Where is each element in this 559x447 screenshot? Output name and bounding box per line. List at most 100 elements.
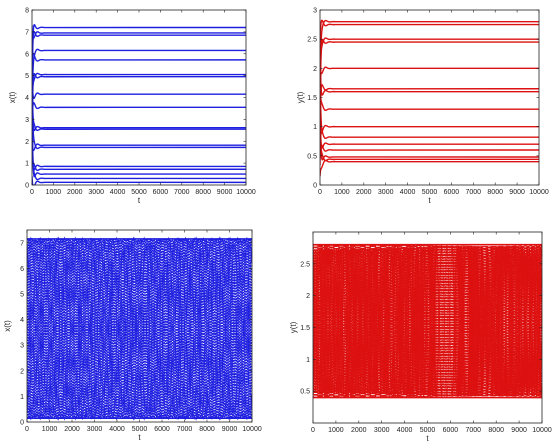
x-tick-label: 2000 bbox=[356, 189, 372, 196]
x-tick-label: 2000 bbox=[351, 427, 367, 434]
x-tick-label: 6000 bbox=[443, 427, 459, 434]
series-line bbox=[320, 59, 539, 161]
series-line bbox=[32, 59, 246, 178]
y-tick-label: 7 bbox=[25, 29, 29, 36]
y-tick-label: 2 bbox=[313, 66, 317, 73]
series-dots bbox=[27, 236, 252, 421]
y-tick-label: 0 bbox=[25, 183, 29, 190]
x-tick-label: 3000 bbox=[374, 427, 390, 434]
y-tick-label: 3 bbox=[20, 343, 24, 350]
x-tick-label: 0 bbox=[318, 189, 322, 196]
series-line bbox=[320, 38, 539, 166]
chart-panel-bottom-left: 0 1000 2000 3000 4000 5000 6000 7000 8000 9000 100… bbox=[3, 229, 262, 442]
y-tick-label: 4 bbox=[20, 317, 24, 324]
series-line bbox=[32, 100, 246, 171]
y-tick-label: 0 bbox=[313, 183, 317, 190]
x-tick-label: 4000 bbox=[110, 189, 126, 196]
series-line bbox=[32, 23, 246, 131]
x-tick-label: 0 bbox=[25, 426, 29, 433]
series-dots bbox=[313, 245, 542, 397]
x-axis-label: t bbox=[426, 434, 429, 443]
series-dots bbox=[27, 236, 252, 421]
x-tick-label: 6000 bbox=[444, 189, 460, 196]
series-line bbox=[320, 100, 539, 149]
series-line bbox=[32, 25, 246, 132]
x-tick-label: 3000 bbox=[87, 426, 103, 433]
y-tick-label: 2.5 bbox=[307, 37, 317, 44]
x-tick-label: 2000 bbox=[64, 426, 80, 433]
y-tick-label: 8 bbox=[25, 8, 29, 15]
series-group bbox=[320, 19, 539, 177]
x-tick-label: 9000 bbox=[509, 189, 525, 196]
series-line bbox=[32, 101, 246, 125]
y-tick-label: 1.5 bbox=[300, 325, 310, 332]
x-tick-label: 3000 bbox=[88, 189, 104, 196]
y-tick-label: 2 bbox=[20, 368, 24, 375]
x-tick-label: 6000 bbox=[154, 426, 170, 433]
x-tick-label: 8000 bbox=[487, 189, 503, 196]
x-tick-label: 10000 bbox=[236, 189, 256, 196]
y-tick-label: 1.5 bbox=[307, 95, 317, 102]
x-axis-label: t bbox=[138, 196, 141, 205]
series-line bbox=[32, 176, 246, 185]
x-tick-label: 2000 bbox=[67, 189, 83, 196]
series-dots bbox=[27, 236, 252, 421]
x-tick-label: 7000 bbox=[466, 189, 482, 196]
x-tick-label: 10000 bbox=[532, 427, 552, 434]
x-tick-label: 5000 bbox=[132, 426, 148, 433]
y-tick-label: 6 bbox=[20, 266, 24, 273]
x-tick-label: 5000 bbox=[131, 189, 147, 196]
series-line bbox=[32, 158, 246, 172]
series-line bbox=[320, 19, 539, 49]
series-dots bbox=[27, 236, 252, 421]
x-tick-label: 3000 bbox=[378, 189, 394, 196]
series-group bbox=[27, 236, 252, 421]
y-tick-label: 1 bbox=[313, 124, 317, 131]
y-tick-label: 3 bbox=[25, 117, 29, 124]
series-group bbox=[313, 243, 542, 399]
series-line bbox=[320, 42, 539, 139]
x-tick-label: 4000 bbox=[400, 189, 416, 196]
x-tick-label: 0 bbox=[30, 189, 34, 196]
y-axis-label: y(t) bbox=[296, 91, 305, 103]
series-line bbox=[32, 117, 246, 181]
series-line bbox=[320, 83, 539, 111]
x-tick-label: 6000 bbox=[153, 189, 169, 196]
x-tick-label: 4000 bbox=[109, 426, 125, 433]
y-tick-label: 2 bbox=[306, 293, 310, 300]
series-line bbox=[320, 65, 539, 75]
series-line bbox=[320, 25, 539, 96]
x-tick-label: 5000 bbox=[420, 427, 436, 434]
x-tick-label: 9000 bbox=[511, 427, 527, 434]
y-tick-label: 5 bbox=[25, 73, 29, 80]
series-line bbox=[320, 124, 539, 142]
x-tick-label: 7000 bbox=[466, 427, 482, 434]
y-tick-label: 2 bbox=[25, 139, 29, 146]
y-tick-label: 0.5 bbox=[307, 153, 317, 160]
y-tick-label: 6 bbox=[25, 51, 29, 58]
x-tick-label: 9000 bbox=[217, 189, 233, 196]
x-tick-label: 0 bbox=[311, 427, 315, 434]
series-line bbox=[32, 65, 246, 100]
chart-panel-top-left: 0 1000 2000 3000 4000 5000 6000 7000 8000 9000 100… bbox=[8, 8, 256, 206]
series-line bbox=[320, 19, 539, 148]
x-tick-label: 1000 bbox=[334, 189, 350, 196]
x-axis-label: t bbox=[428, 196, 431, 205]
x-tick-label: 10000 bbox=[242, 426, 262, 433]
x-tick-label: 7000 bbox=[177, 426, 193, 433]
series-line bbox=[32, 72, 246, 166]
y-axis-label: y(t) bbox=[289, 321, 298, 333]
series-line bbox=[32, 42, 246, 150]
y-axis-label: x(t) bbox=[3, 320, 12, 332]
x-tick-label: 4000 bbox=[397, 427, 413, 434]
x-tick-label: 7000 bbox=[174, 189, 190, 196]
y-axis-label: x(t) bbox=[8, 91, 17, 103]
series-dots bbox=[27, 236, 252, 421]
x-tick-label: 5000 bbox=[422, 189, 438, 196]
y-tick-label: 0.5 bbox=[300, 389, 310, 396]
axes-box bbox=[31, 9, 247, 186]
series-line bbox=[32, 30, 246, 90]
x-tick-label: 8000 bbox=[199, 426, 215, 433]
y-tick-label: 2.5 bbox=[300, 261, 310, 268]
